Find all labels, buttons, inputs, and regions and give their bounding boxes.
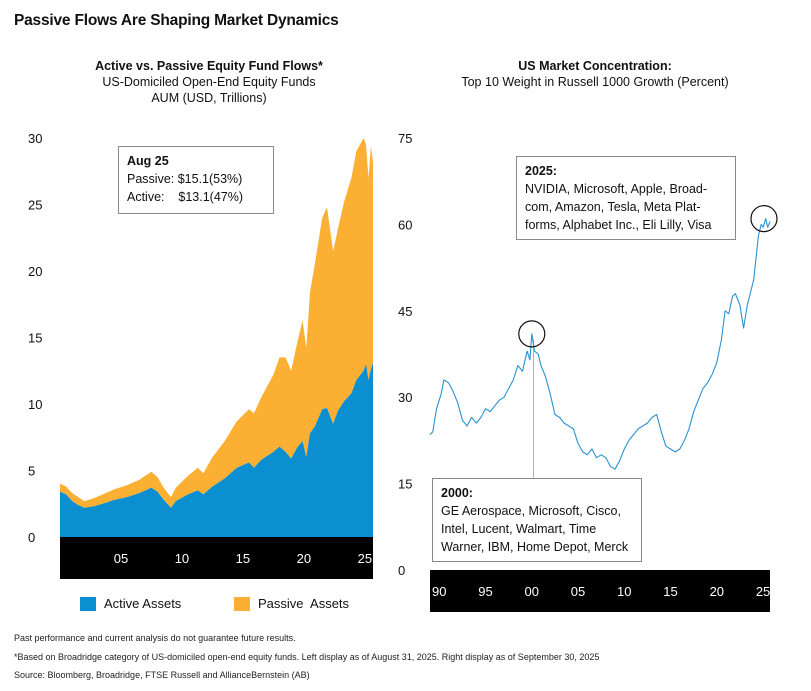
right-x-tick-label: 10 [617,584,631,599]
callout-2025-heading: 2025: [525,164,557,178]
left-y-tick-label: 30 [28,131,42,146]
aug25-callout-active: Active: $13.1(47%) [127,190,244,204]
aug25-callout: Aug 25 Passive: $15.1(53%) Active: $13.1… [118,146,274,214]
right-x-tick-label: 15 [663,584,677,599]
right-chart-title: US Market Concentration: [518,59,672,73]
right-x-tick-label: 00 [525,584,539,599]
left-y-tick-label: 10 [28,397,42,412]
legend-passive-label: Passive Assets [258,596,350,611]
right-x-tick-label: 90 [432,584,446,599]
top10-weight-line [429,218,771,470]
left-chart-subtitle-2: AUM (USD, Trillions) [151,91,267,105]
left-x-tick-label: 25 [358,551,372,566]
aug25-callout-heading: Aug 25 [127,154,169,168]
left-x-tick-label: 15 [236,551,250,566]
left-y-tick-label: 5 [28,464,35,479]
legend-active: Active Assets [80,596,181,611]
right-y-tick-label: 60 [398,217,412,232]
right-x-tick-label: 20 [710,584,724,599]
legend-passive: Passive Assets [234,596,349,611]
right-x-tick-label: 25 [756,584,770,599]
left-chart-title: Active vs. Passive Equity Fund Flows* [95,59,323,73]
right-y-tick-label: 75 [398,131,412,146]
peak-2025-circle [750,205,778,233]
callout-2000-line2: Intel, Lucent, Walmart, Time [441,522,597,536]
right-y-tick-label: 0 [398,563,405,578]
disclaimer-note: Past performance and current analysis do… [14,633,296,643]
peak-2000-circle [518,320,546,348]
right-chart-subtitle: Top 10 Weight in Russell 1000 Growth (Pe… [461,75,729,89]
source-note: Source: Bloomberg, Broadridge, FTSE Russ… [14,670,310,680]
callout-2025-line2: com, Amazon, Tesla, Meta Plat- [525,200,701,214]
callout-2000-line3: Warner, IBM, Home Depot, Merck [441,540,629,554]
legend-active-label: Active Assets [104,596,182,611]
left-y-tick-label: 15 [28,331,42,346]
active-assets-area [60,362,373,537]
legend-passive-swatch [234,596,250,611]
callout-2000-heading: 2000: [441,486,473,500]
left-y-tick-label: 20 [28,264,42,279]
left-y-tick-label: 25 [28,198,42,213]
page-title: Passive Flows Are Shaping Market Dynamic… [14,12,339,29]
callout-2025-line3: forms, Alphabet Inc., Eli Lilly, Visa [525,218,712,232]
right-y-tick-label: 15 [398,477,412,492]
left-y-tick-label: 0 [28,530,35,545]
right-chart-title-block: US Market Concentration: Top 10 Weight i… [420,58,770,90]
left-x-tick-label: 10 [175,551,189,566]
right-y-tick-label: 30 [398,390,412,405]
legend-active-swatch [80,596,96,611]
callout-2000: 2000: GE Aerospace, Microsoft, Cisco, In… [432,478,642,562]
left-chart-title-block: Active vs. Passive Equity Fund Flows* US… [42,58,376,106]
callout-2025: 2025: NVIDIA, Microsoft, Apple, Broad- c… [516,156,736,240]
right-y-tick-label: 45 [398,304,412,319]
callout-2025-line1: NVIDIA, Microsoft, Apple, Broad- [525,182,708,196]
right-x-tick-label: 05 [571,584,585,599]
aug25-callout-passive: Passive: $15.1(53%) [127,172,243,186]
passive-assets-area [60,138,373,537]
methodology-note: *Based on Broadridge category of US-domi… [14,652,600,662]
left-chart-subtitle-1: US-Domiciled Open-End Equity Funds [102,75,316,89]
right-x-tick-label: 95 [478,584,492,599]
callout-2000-line1: GE Aerospace, Microsoft, Cisco, [441,504,621,518]
left-x-tick-label: 20 [297,551,311,566]
left-x-tick-label: 05 [114,551,128,566]
left-x-axis-band [60,537,373,579]
right-x-axis-band [430,570,770,612]
